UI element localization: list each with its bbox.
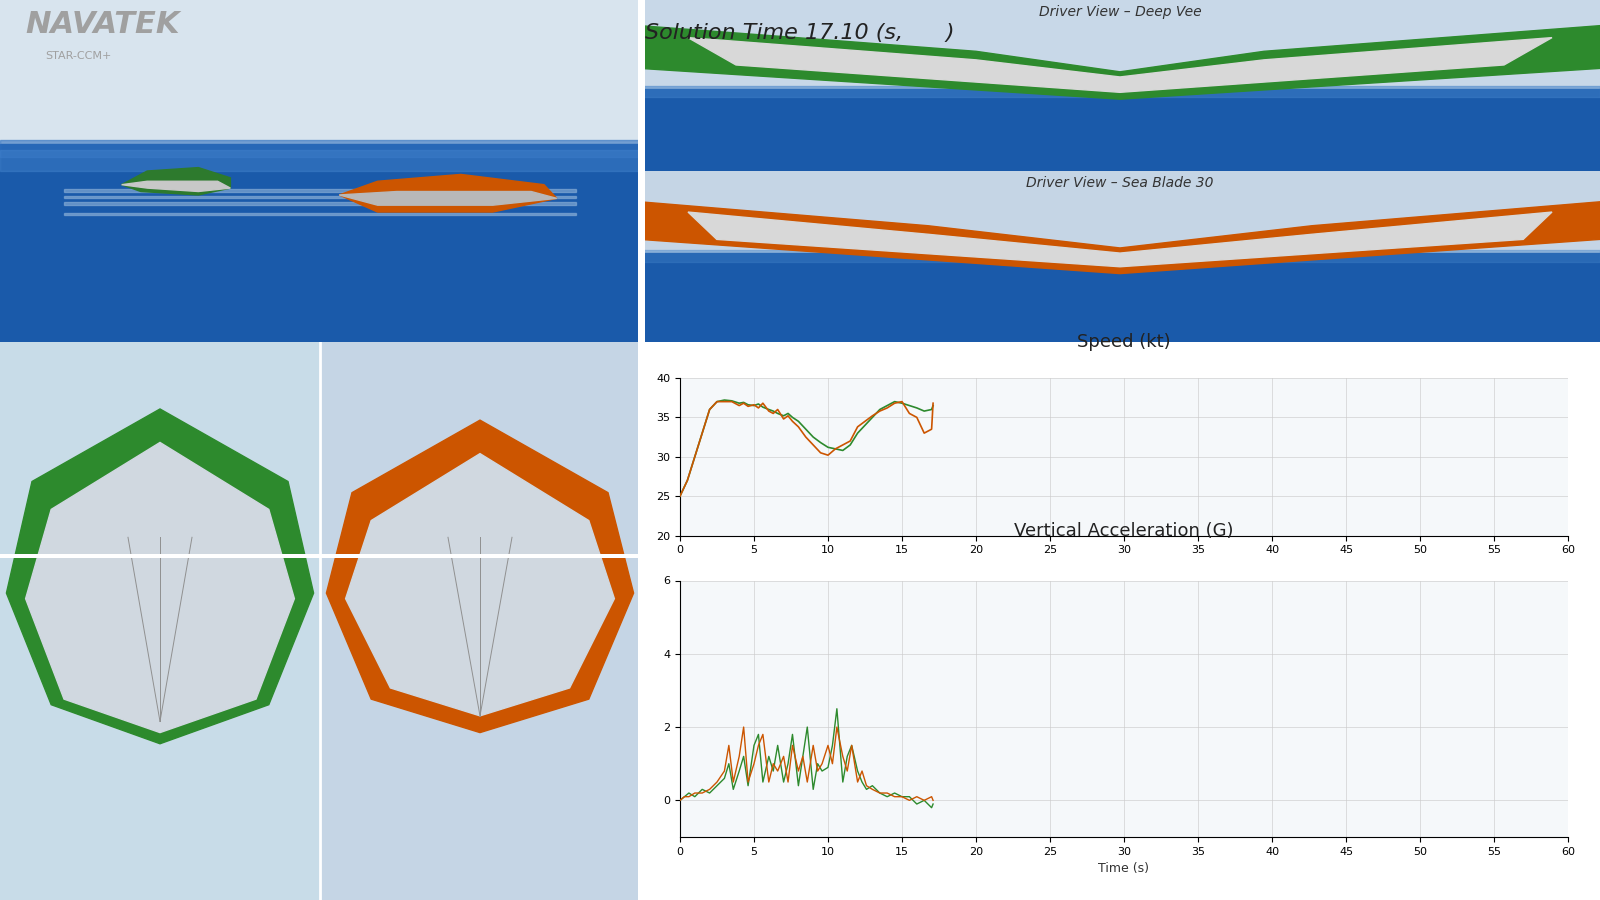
Text: Vertical Acceleration (G): Vertical Acceleration (G) (1014, 522, 1234, 540)
Bar (64, 202, 576, 205)
Bar (640, 0, 1600, 94)
Bar (64, 195, 576, 198)
Bar (0, 140, 640, 158)
Bar (0, 0, 640, 154)
Text: STAR-CCM+: STAR-CCM+ (45, 51, 110, 61)
Bar (640, 253, 1600, 342)
Bar (640, 89, 1600, 171)
Polygon shape (122, 167, 230, 195)
Polygon shape (26, 443, 294, 733)
Bar (0, 150, 640, 171)
Bar (640, 171, 1600, 256)
Bar (0, 144, 640, 342)
Text: Driver View – Sea Blade 30: Driver View – Sea Blade 30 (1026, 176, 1214, 190)
Polygon shape (688, 38, 1552, 93)
Bar (320, 342, 640, 900)
Bar (0, 342, 320, 900)
Text: Solution Time 17.10 (s,      ): Solution Time 17.10 (s, ) (645, 22, 955, 42)
Polygon shape (640, 25, 1600, 99)
Polygon shape (339, 192, 557, 205)
Bar (64, 212, 576, 215)
Polygon shape (122, 181, 230, 192)
Bar (64, 189, 576, 192)
Polygon shape (6, 409, 314, 743)
X-axis label: Time (s): Time (s) (1099, 862, 1149, 876)
Polygon shape (688, 212, 1552, 266)
Polygon shape (346, 454, 614, 716)
Polygon shape (339, 175, 557, 212)
Polygon shape (640, 202, 1600, 274)
Text: NAVATEK: NAVATEK (26, 10, 181, 40)
Text: Speed (kt): Speed (kt) (1077, 333, 1171, 351)
Text: Driver View – Deep Vee: Driver View – Deep Vee (1038, 5, 1202, 19)
Bar (640, 86, 1600, 97)
Bar (640, 249, 1600, 262)
Polygon shape (326, 420, 634, 733)
